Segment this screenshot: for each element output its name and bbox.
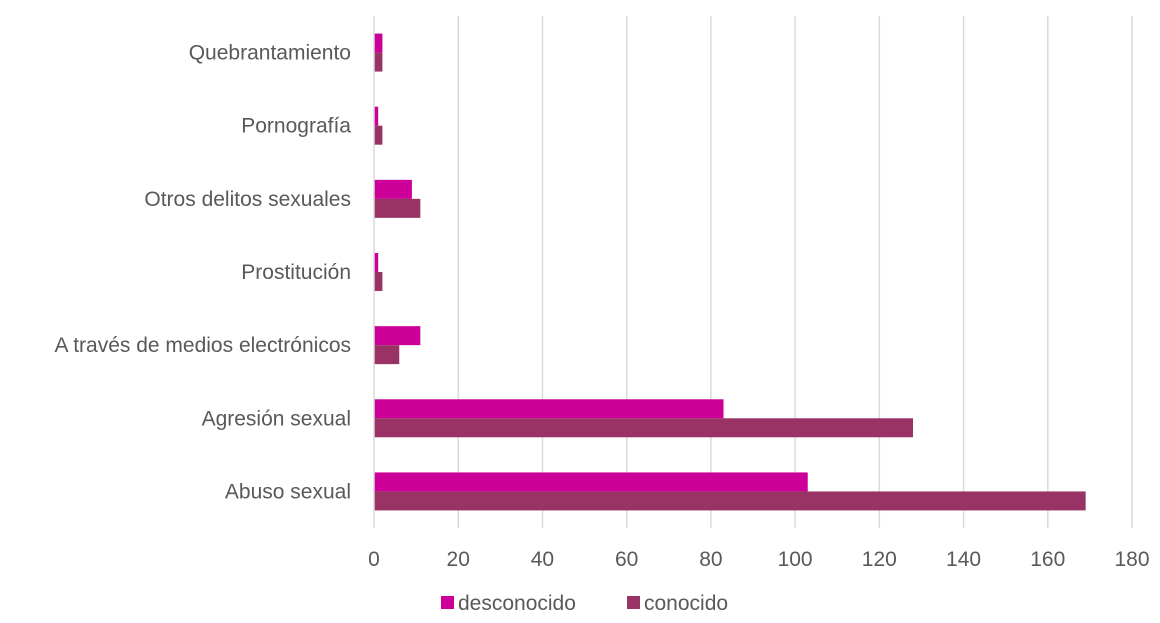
category-label: A través de medios electrónicos: [55, 334, 351, 357]
value-axis: 0 20 40 60 80 100 120 140 160 180: [368, 548, 1149, 571]
legend-swatch-conocido: [627, 596, 640, 609]
category-label: Prostitución: [241, 261, 351, 284]
x-tick-label: 120: [862, 548, 897, 571]
bar-conocido-6: [374, 491, 1086, 511]
bar-conocido-0: [374, 52, 383, 72]
legend-label-conocido: conocido: [644, 592, 728, 615]
bar-desconocido-3: [374, 253, 379, 272]
bar-desconocido-0: [374, 33, 383, 53]
category-axis: Quebrantamiento Pornografía Otros delitos …: [55, 16, 375, 528]
category-label: Otros delitos sexuales: [144, 188, 351, 211]
bar-conocido-5: [374, 418, 914, 438]
category-label: Agresión sexual: [202, 407, 351, 430]
bar-conocido-4: [374, 345, 400, 365]
bar-conocido-2: [374, 198, 421, 218]
category-label: Quebrantamiento: [189, 42, 351, 65]
gridlines: [457, 16, 1133, 528]
category-label: Abuso sexual: [225, 480, 351, 503]
bar-conocido-3: [374, 272, 383, 291]
bar-conocido-1: [374, 125, 383, 145]
legend: desconocido conocido: [441, 592, 728, 615]
x-tick-label: 140: [946, 548, 981, 571]
bar-desconocido-1: [374, 106, 379, 126]
x-tick-label: 0: [368, 548, 380, 571]
x-tick-label: 60: [615, 548, 638, 571]
x-tick-label: 40: [531, 548, 554, 571]
x-tick-label: 160: [1030, 548, 1065, 571]
x-tick-label: 180: [1114, 548, 1149, 571]
bar-desconocido-2: [374, 179, 412, 199]
bar-desconocido-5: [374, 399, 724, 419]
x-tick-label: 80: [699, 548, 722, 571]
bar-desconocido-4: [374, 326, 421, 346]
x-tick-label: 20: [447, 548, 470, 571]
bar-desconocido-6: [374, 472, 808, 492]
category-label: Pornografía: [241, 115, 351, 138]
bars: [374, 33, 1086, 511]
x-tick-label: 100: [778, 548, 813, 571]
legend-label-desconocido: desconocido: [458, 592, 576, 615]
legend-swatch-desconocido: [441, 596, 454, 609]
